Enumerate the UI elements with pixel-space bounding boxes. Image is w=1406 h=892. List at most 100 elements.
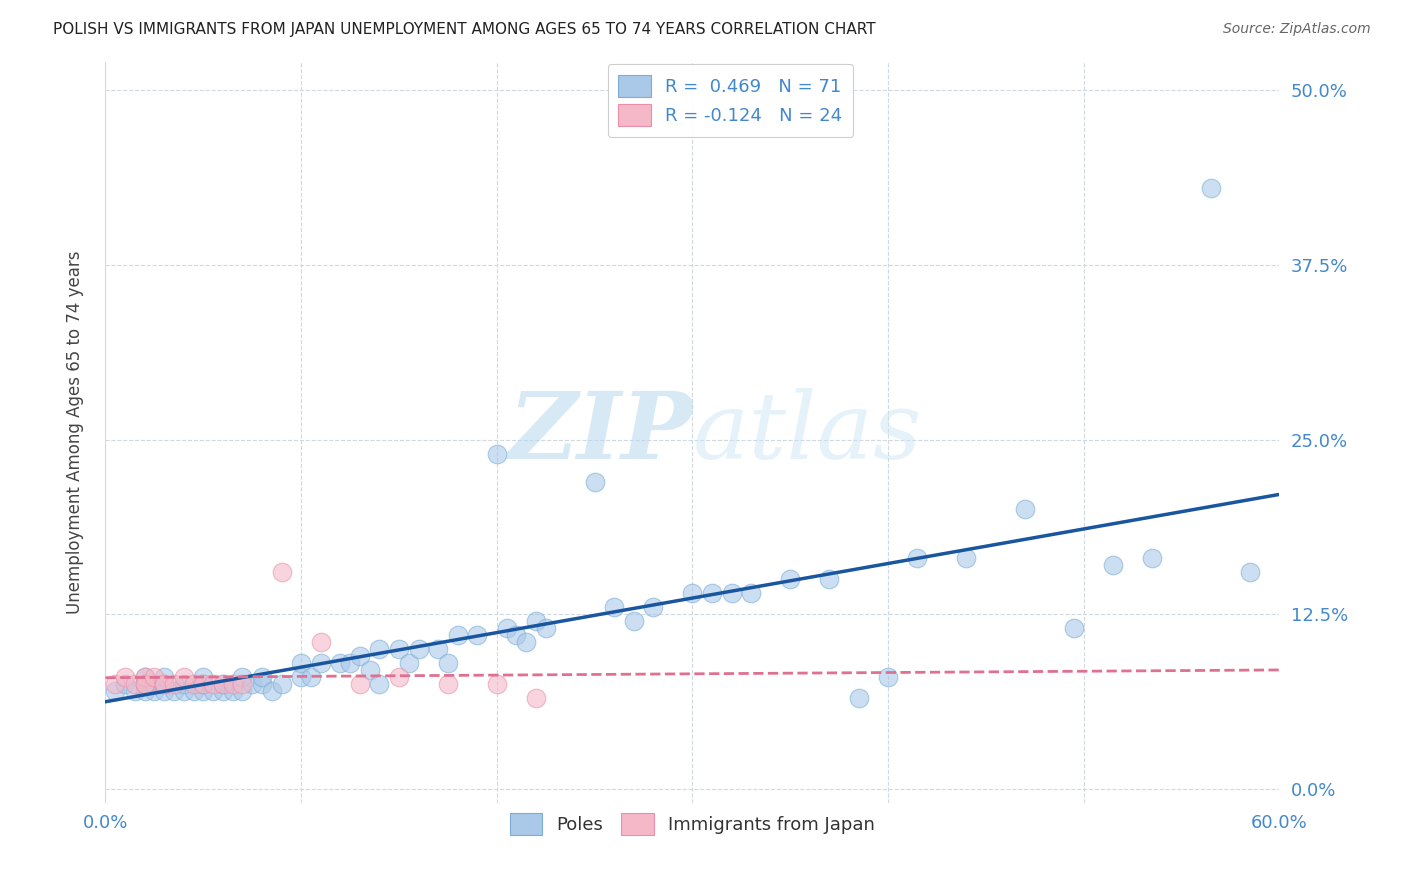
Point bbox=[260, 684, 283, 698]
Point bbox=[193, 684, 215, 698]
Point bbox=[437, 677, 460, 691]
Point bbox=[250, 670, 273, 684]
Point bbox=[368, 677, 391, 691]
Point bbox=[143, 677, 166, 691]
Point bbox=[388, 670, 411, 684]
Point bbox=[349, 677, 371, 691]
Point bbox=[682, 586, 704, 600]
Point bbox=[231, 677, 253, 691]
Point bbox=[848, 691, 870, 706]
Point bbox=[202, 677, 225, 691]
Point bbox=[505, 628, 527, 642]
Point bbox=[1063, 621, 1085, 635]
Point bbox=[408, 642, 430, 657]
Point bbox=[153, 684, 176, 698]
Point bbox=[143, 670, 166, 684]
Point bbox=[193, 670, 215, 684]
Point bbox=[485, 677, 508, 691]
Point bbox=[524, 614, 547, 628]
Point bbox=[270, 677, 292, 691]
Point bbox=[299, 670, 322, 684]
Point bbox=[183, 684, 205, 698]
Point bbox=[339, 656, 361, 670]
Point bbox=[465, 628, 488, 642]
Point bbox=[447, 628, 470, 642]
Point bbox=[643, 600, 665, 615]
Point bbox=[134, 677, 156, 691]
Point bbox=[231, 670, 253, 684]
Point bbox=[495, 621, 517, 635]
Text: ZIP: ZIP bbox=[508, 388, 693, 477]
Point bbox=[485, 446, 508, 460]
Point bbox=[183, 677, 205, 691]
Point bbox=[290, 670, 312, 684]
Point bbox=[349, 649, 371, 664]
Point bbox=[114, 670, 136, 684]
Point bbox=[623, 614, 645, 628]
Point bbox=[270, 566, 292, 580]
Point bbox=[1014, 502, 1036, 516]
Point bbox=[221, 677, 243, 691]
Point bbox=[250, 677, 273, 691]
Point bbox=[134, 670, 156, 684]
Point bbox=[173, 677, 195, 691]
Point bbox=[124, 684, 146, 698]
Point bbox=[163, 677, 186, 691]
Point bbox=[134, 677, 156, 691]
Point bbox=[114, 677, 136, 691]
Point bbox=[143, 684, 166, 698]
Point bbox=[104, 677, 127, 691]
Point bbox=[124, 677, 146, 691]
Point bbox=[221, 684, 243, 698]
Point bbox=[437, 656, 460, 670]
Point bbox=[134, 677, 156, 691]
Point bbox=[515, 635, 537, 649]
Legend: Poles, Immigrants from Japan: Poles, Immigrants from Japan bbox=[502, 805, 883, 842]
Point bbox=[1239, 566, 1261, 580]
Point bbox=[193, 677, 215, 691]
Point bbox=[173, 684, 195, 698]
Point bbox=[388, 642, 411, 657]
Point bbox=[955, 551, 977, 566]
Point bbox=[427, 642, 450, 657]
Point bbox=[1102, 558, 1125, 573]
Point bbox=[173, 670, 195, 684]
Point bbox=[583, 475, 606, 489]
Point bbox=[779, 572, 801, 586]
Text: atlas: atlas bbox=[693, 388, 922, 477]
Point bbox=[329, 656, 352, 670]
Point bbox=[740, 586, 762, 600]
Point bbox=[534, 621, 557, 635]
Point bbox=[1199, 181, 1222, 195]
Point bbox=[153, 670, 176, 684]
Point bbox=[153, 677, 176, 691]
Point bbox=[877, 670, 900, 684]
Point bbox=[309, 635, 332, 649]
Point bbox=[398, 656, 420, 670]
Point bbox=[134, 670, 156, 684]
Point bbox=[231, 684, 253, 698]
Point bbox=[524, 691, 547, 706]
Point bbox=[720, 586, 742, 600]
Point bbox=[240, 677, 263, 691]
Point bbox=[193, 677, 215, 691]
Point bbox=[309, 656, 332, 670]
Point bbox=[603, 600, 626, 615]
Point bbox=[163, 684, 186, 698]
Y-axis label: Unemployment Among Ages 65 to 74 years: Unemployment Among Ages 65 to 74 years bbox=[66, 251, 84, 615]
Point bbox=[202, 684, 225, 698]
Point bbox=[134, 684, 156, 698]
Point bbox=[1142, 551, 1164, 566]
Point bbox=[368, 642, 391, 657]
Point bbox=[359, 663, 381, 677]
Point bbox=[290, 656, 312, 670]
Point bbox=[907, 551, 929, 566]
Point bbox=[211, 684, 233, 698]
Point bbox=[153, 677, 176, 691]
Text: Source: ZipAtlas.com: Source: ZipAtlas.com bbox=[1223, 22, 1371, 37]
Text: POLISH VS IMMIGRANTS FROM JAPAN UNEMPLOYMENT AMONG AGES 65 TO 74 YEARS CORRELATI: POLISH VS IMMIGRANTS FROM JAPAN UNEMPLOY… bbox=[53, 22, 876, 37]
Point bbox=[700, 586, 723, 600]
Point bbox=[104, 684, 127, 698]
Point bbox=[211, 677, 233, 691]
Point bbox=[818, 572, 841, 586]
